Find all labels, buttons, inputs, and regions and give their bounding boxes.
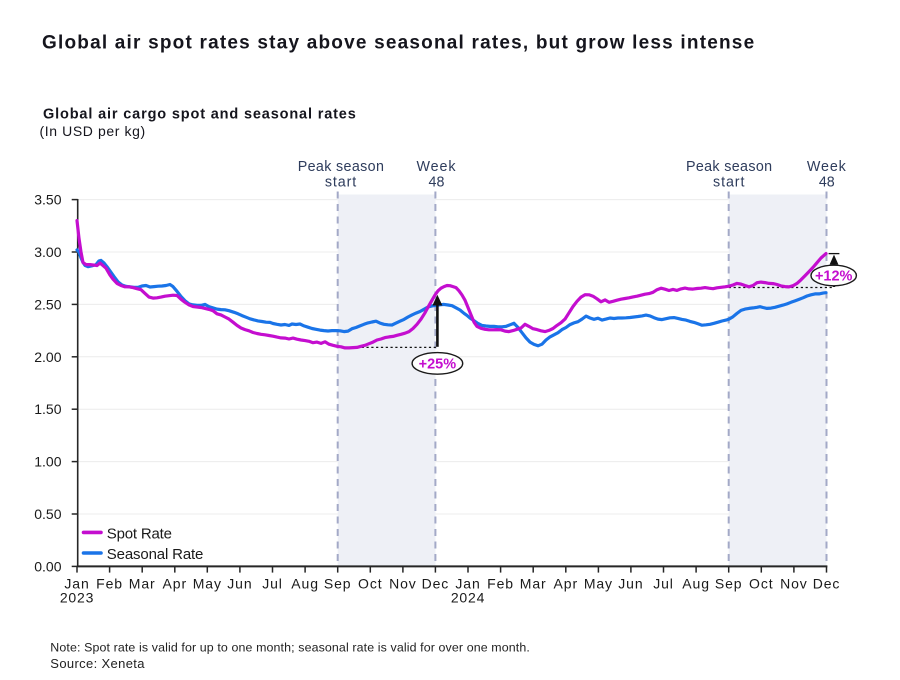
svg-text:Jun: Jun [618, 576, 643, 592]
svg-text:Jan: Jan [64, 576, 89, 592]
svg-text:Dec: Dec [813, 576, 841, 592]
svg-text:2023: 2023 [60, 590, 94, 606]
svg-text:Apr: Apr [163, 576, 188, 592]
svg-text:Jun: Jun [227, 576, 252, 592]
svg-text:3.50: 3.50 [34, 192, 61, 208]
svg-text:Oct: Oct [358, 576, 382, 592]
svg-text:2.00: 2.00 [34, 349, 61, 365]
svg-text:May: May [584, 576, 613, 592]
svg-text:Global air cargo spot and seas: Global air cargo spot and seasonal rates [43, 107, 357, 123]
svg-text:Peak season: Peak season [686, 159, 773, 175]
svg-text:Feb: Feb [487, 576, 514, 592]
svg-text:Aug: Aug [291, 576, 319, 592]
svg-text:Seasonal Rate: Seasonal Rate [107, 546, 203, 563]
svg-text:Week: Week [417, 159, 457, 175]
svg-text:48: 48 [429, 175, 445, 191]
svg-text:start: start [325, 175, 357, 191]
svg-text:(In USD per kg): (In USD per kg) [40, 123, 146, 139]
svg-text:Nov: Nov [780, 576, 808, 592]
svg-text:Spot Rate: Spot Rate [107, 526, 172, 543]
svg-text:0.50: 0.50 [34, 506, 61, 522]
svg-text:Feb: Feb [96, 576, 123, 592]
svg-text:Dec: Dec [422, 576, 450, 592]
svg-text:+12%: +12% [815, 268, 853, 284]
svg-text:Note: Spot rate is valid for u: Note: Spot rate is valid for up to one m… [50, 641, 530, 655]
svg-text:Apr: Apr [554, 576, 579, 592]
svg-text:Week: Week [807, 159, 847, 175]
svg-text:Peak season: Peak season [298, 159, 385, 175]
svg-text:Jul: Jul [262, 576, 283, 592]
svg-text:Mar: Mar [129, 576, 156, 592]
svg-text:Jul: Jul [653, 576, 674, 592]
svg-text:+25%: +25% [419, 356, 457, 372]
svg-text:start: start [713, 175, 745, 191]
svg-text:Global air spot rates stay abo: Global air spot rates stay above seasona… [42, 33, 755, 54]
svg-text:3.00: 3.00 [34, 244, 61, 260]
svg-text:Sep: Sep [324, 576, 352, 592]
svg-text:2024: 2024 [451, 590, 485, 606]
svg-text:Sep: Sep [715, 576, 743, 592]
svg-text:2.50: 2.50 [34, 296, 61, 312]
svg-text:Jan: Jan [455, 576, 480, 592]
svg-text:1.50: 1.50 [34, 401, 61, 417]
svg-text:May: May [193, 576, 222, 592]
svg-text:Oct: Oct [749, 576, 773, 592]
svg-text:1.00: 1.00 [34, 454, 61, 470]
svg-text:Source: Xeneta: Source: Xeneta [50, 656, 145, 671]
svg-text:48: 48 [819, 175, 835, 191]
svg-text:Aug: Aug [682, 576, 710, 592]
svg-text:0.00: 0.00 [34, 558, 61, 574]
svg-text:Mar: Mar [520, 576, 547, 592]
svg-text:Nov: Nov [389, 576, 417, 592]
